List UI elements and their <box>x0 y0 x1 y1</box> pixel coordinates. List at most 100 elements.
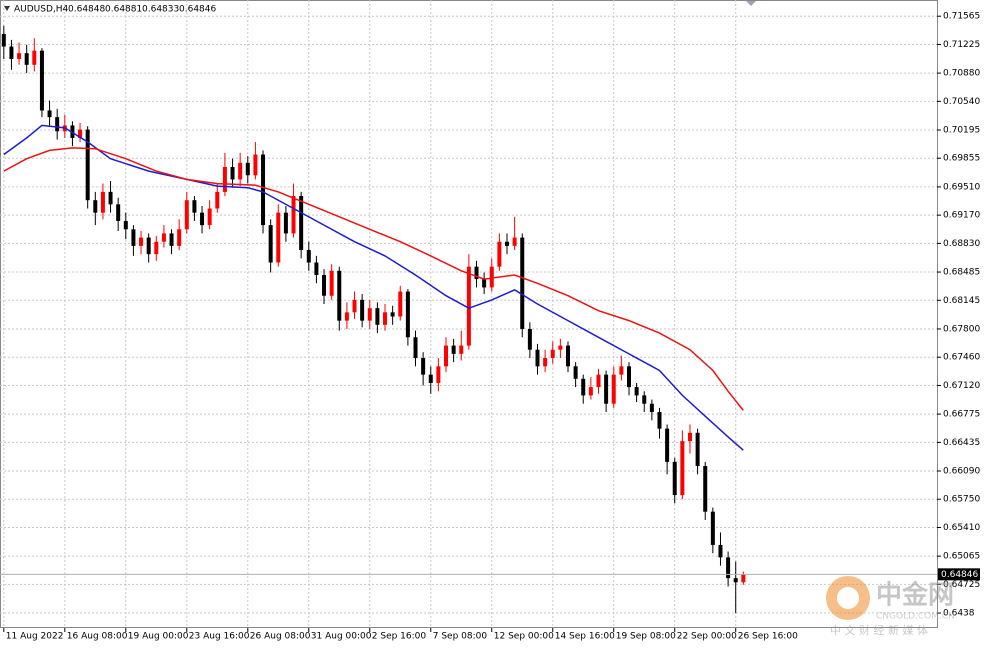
candle-body <box>222 166 227 192</box>
candle-body <box>329 270 334 296</box>
candle-body <box>123 220 128 230</box>
x-tick-label: 7 Sep 08:00 <box>433 632 488 642</box>
candle-body <box>520 237 525 329</box>
candle-body <box>657 412 662 429</box>
y-tick-label: 0.65410 <box>943 523 980 533</box>
y-tick-label: 0.68145 <box>943 296 980 306</box>
candle-body <box>344 312 349 321</box>
candle-body <box>726 557 731 579</box>
logo-inner <box>837 587 859 609</box>
candle-body <box>619 366 624 375</box>
x-tick-label: 26 Aug 08:00 <box>250 632 311 642</box>
candle-body <box>604 374 609 404</box>
y-tick-label: 0.71565 <box>943 12 980 22</box>
x-tick-label: 31 Aug 00:00 <box>311 632 372 642</box>
x-tick-label: 23 Aug 16:00 <box>189 632 250 642</box>
candle-body <box>291 196 296 234</box>
candle-body <box>177 229 182 246</box>
candle-body <box>733 578 738 583</box>
y-tick-label: 0.69855 <box>943 154 980 164</box>
x-tick-label: 2 Sep 16:00 <box>372 632 427 642</box>
candle-body <box>512 237 517 246</box>
candle-body <box>558 345 563 350</box>
candle-body <box>581 378 586 396</box>
candle-body <box>70 125 75 138</box>
candle-body <box>398 291 403 317</box>
price-box <box>938 568 980 581</box>
candle-body <box>169 233 174 246</box>
candle-body <box>139 237 144 246</box>
candle-body <box>200 212 205 226</box>
candle-body <box>527 328 532 350</box>
candle-body <box>215 191 220 209</box>
candle-body <box>695 432 700 467</box>
y-tick-label: 0.69510 <box>943 182 980 192</box>
candle-body <box>687 432 692 442</box>
candle-body <box>444 345 449 367</box>
y-tick-label: 0.66435 <box>943 438 980 448</box>
y-tick-label: 0.70195 <box>943 126 980 136</box>
y-tick-label: 0.71225 <box>943 40 980 50</box>
x-tick-label: 14 Sep 16:00 <box>555 632 615 642</box>
candle-body <box>565 345 570 367</box>
x-tick-label: 12 Sep 00:00 <box>494 632 554 642</box>
candle-body <box>47 110 52 118</box>
candle-body <box>100 191 105 213</box>
candle-body <box>154 241 159 255</box>
header-value: 0.64833 <box>142 5 179 15</box>
candle-body <box>436 366 441 383</box>
candle-body <box>459 345 464 354</box>
candle-body <box>24 53 29 65</box>
candle-body <box>85 129 90 201</box>
candle-body <box>710 511 715 545</box>
header-value: 0.64881 <box>105 5 142 15</box>
moving-average <box>3 147 744 411</box>
candle-body <box>482 279 487 288</box>
candle-body <box>535 349 540 367</box>
candle-body <box>588 387 593 396</box>
candle-body <box>1 34 6 47</box>
y-tick-label: 0.67120 <box>943 381 980 391</box>
candle-body <box>367 308 372 321</box>
candle-body <box>596 374 601 388</box>
candle-body <box>466 266 471 346</box>
y-tick-label: 0.67800 <box>943 324 980 334</box>
candle-body <box>718 544 723 558</box>
candle-body <box>390 312 395 317</box>
candle-body <box>306 250 311 263</box>
candle-body <box>131 229 136 246</box>
watermark: 中金网 CNGOLD.COM.CN 中 文 财 经 新 媒 体 <box>826 576 955 637</box>
candle-body <box>680 441 685 496</box>
candle-body <box>207 208 212 226</box>
y-tick-label: 0.69170 <box>943 211 980 221</box>
candle-body <box>428 374 433 383</box>
candle-body <box>9 46 14 59</box>
candle-body <box>352 299 357 313</box>
candle-body <box>55 117 60 132</box>
y-tick-label: 0.68830 <box>943 239 980 249</box>
header-value: 0.64846 <box>179 5 216 15</box>
candle-body <box>184 200 189 230</box>
candle-body <box>268 225 273 263</box>
y-tick-label: 0.66090 <box>943 467 980 477</box>
x-tick-label: 22 Sep 00:00 <box>677 632 737 642</box>
y-tick-label: 0.65750 <box>943 495 980 505</box>
candle-body <box>238 162 243 180</box>
candle-body <box>649 403 654 413</box>
candle-body <box>573 366 578 379</box>
candle-body <box>497 241 502 267</box>
y-tick-label: 0.70540 <box>943 97 980 107</box>
candle-body <box>360 299 365 321</box>
candle-body <box>405 291 410 338</box>
moving-average <box>3 124 744 451</box>
x-tick-label: 11 Aug 2022 <box>6 632 64 642</box>
candle-body <box>283 212 288 234</box>
candle-body <box>322 274 327 296</box>
watermark-slogan: 中 文 财 经 新 媒 体 <box>830 623 928 637</box>
candle-body <box>245 162 250 176</box>
x-tick-label: 26 Sep 16:00 <box>738 632 798 642</box>
y-tick-label: 0.6438 <box>943 609 975 619</box>
header-value: 0.64848 <box>68 5 105 15</box>
